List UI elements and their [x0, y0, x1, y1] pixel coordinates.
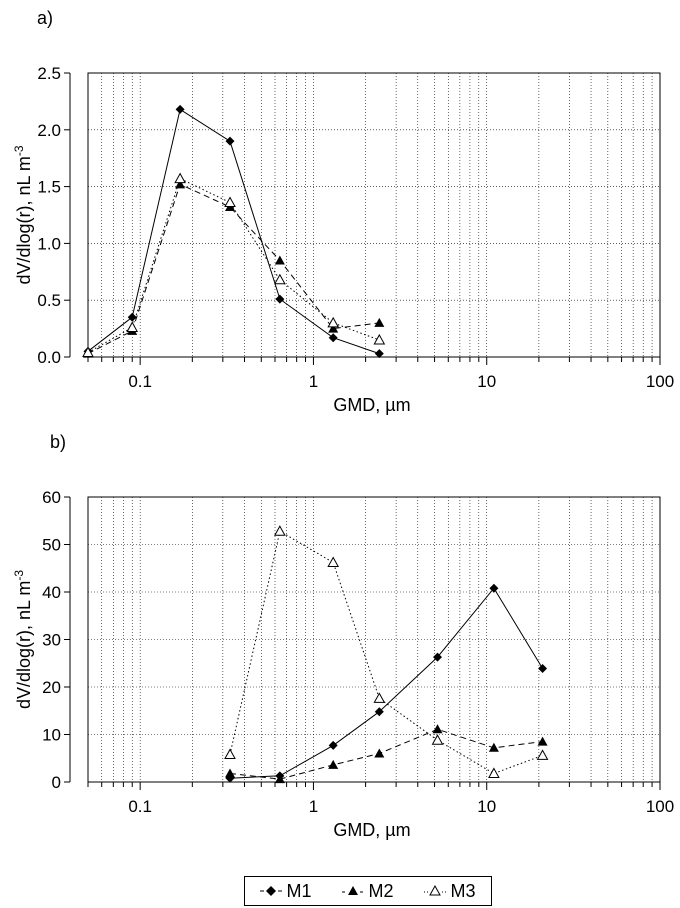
legend-item-m1: M1 [260, 880, 312, 902]
data-point-m1 [328, 740, 338, 750]
data-point-m3 [431, 734, 444, 745]
data-point-m3 [126, 321, 139, 332]
x-tick-label: 10 [477, 372, 496, 391]
x-tick-label: 0.1 [128, 372, 152, 391]
y-tick-label: 2.5 [37, 64, 61, 83]
x-tick-label: 10 [477, 797, 496, 816]
data-point-m1 [127, 312, 137, 322]
data-point-m3 [536, 749, 549, 760]
data-point-m3 [274, 273, 286, 285]
data-point-m2 [488, 742, 499, 752]
legend-item-m3: M3 [424, 880, 476, 902]
series-m3 [82, 172, 386, 357]
x-tick-label: 0.1 [128, 797, 152, 816]
y-tick-label: 0.0 [37, 348, 61, 367]
panel-label-a: a) [37, 8, 54, 28]
series-m1 [83, 104, 384, 359]
legend-label-m1: M1 [286, 880, 312, 901]
data-point-m1 [225, 136, 235, 146]
chart-legend: M1 M2 M3 [244, 876, 492, 906]
data-point-m2 [328, 323, 339, 333]
plot-frame [87, 496, 661, 783]
y-tick-label: 30 [42, 631, 61, 650]
data-point-m2 [274, 774, 285, 784]
data-point-m3 [274, 525, 286, 536]
y-tick-label: 60 [42, 488, 61, 507]
x-tick-label: 100 [646, 797, 674, 816]
y-tick-label: 10 [42, 726, 61, 745]
data-point-m1 [175, 104, 185, 114]
y-tick-label: 0.5 [37, 291, 61, 310]
grid-lines [87, 72, 661, 358]
y-tick-label: 20 [42, 678, 61, 697]
data-point-m3 [488, 767, 500, 778]
series-m1 [225, 583, 548, 783]
data-point-m2 [175, 179, 186, 189]
x-axis-title: GMD, µm [333, 820, 410, 840]
series-line-m3 [229, 530, 543, 775]
x-tick-label: 1 [309, 797, 318, 816]
data-point-m3 [224, 748, 236, 759]
legend-label-m2: M2 [368, 880, 394, 901]
panel-label-b: b) [50, 432, 67, 452]
legend-label-m3: M3 [450, 880, 476, 901]
y-axis-title: dV/dlog(r), nL m-3 [12, 145, 34, 284]
data-point-m3 [174, 172, 186, 184]
y-tick-label: 2.0 [37, 121, 61, 140]
filled-triangle-icon [342, 886, 365, 895]
data-point-m1 [538, 663, 548, 673]
y-tick-label: 50 [42, 536, 61, 555]
y-tick-label: 40 [42, 583, 61, 602]
y-tick-label: 0 [52, 773, 61, 792]
data-point-m2 [374, 317, 385, 327]
data-point-m1 [433, 652, 443, 662]
y-axis-title-superscript: -3 [12, 570, 26, 581]
x-axis-title: GMD, µm [333, 395, 410, 415]
data-point-m1 [275, 294, 285, 304]
x-tick-label: 1 [309, 372, 318, 391]
filled-diamond-icon [260, 886, 283, 896]
data-point-m1 [374, 707, 384, 717]
data-point-m3 [327, 316, 340, 328]
data-point-m1 [489, 583, 499, 593]
open-triangle-icon [424, 884, 447, 896]
data-point-m2 [328, 759, 339, 769]
x-tick-label: 100 [646, 372, 674, 391]
data-point-m1 [374, 349, 384, 359]
grid-lines [87, 496, 661, 783]
plot-frame [87, 72, 661, 358]
series-m2 [225, 724, 548, 784]
legend-item-m2: M2 [342, 880, 394, 902]
data-point-m1 [328, 333, 338, 343]
data-point-m3 [373, 333, 386, 345]
data-point-m2 [432, 724, 443, 734]
plot-panel-a: 0.0 0.5 1.0 1.5 2.0 2.5 0.1 1 10 100 GMD, µm dV/dlo… [12, 64, 674, 415]
y-tick-label: 1.0 [37, 234, 61, 253]
plot-panel-b: 0 10 20 30 40 50 60 0.1 1 10 100 GMD, µm dV/dlog(r),… [12, 488, 674, 840]
series-m3 [224, 525, 549, 778]
data-point-m2 [274, 255, 285, 265]
data-point-m3 [327, 556, 340, 568]
data-point-m3 [373, 692, 386, 703]
y-axis-title: dV/dlog(r), nL m-3 [12, 570, 34, 709]
data-point-m3 [224, 196, 236, 208]
y-tick-label: 1.5 [37, 178, 61, 197]
data-point-m2 [225, 768, 236, 778]
y-axis-title-superscript: -3 [12, 145, 26, 156]
data-point-m2 [374, 748, 385, 758]
data-point-m2 [537, 736, 548, 746]
data-point-m3 [82, 346, 94, 357]
